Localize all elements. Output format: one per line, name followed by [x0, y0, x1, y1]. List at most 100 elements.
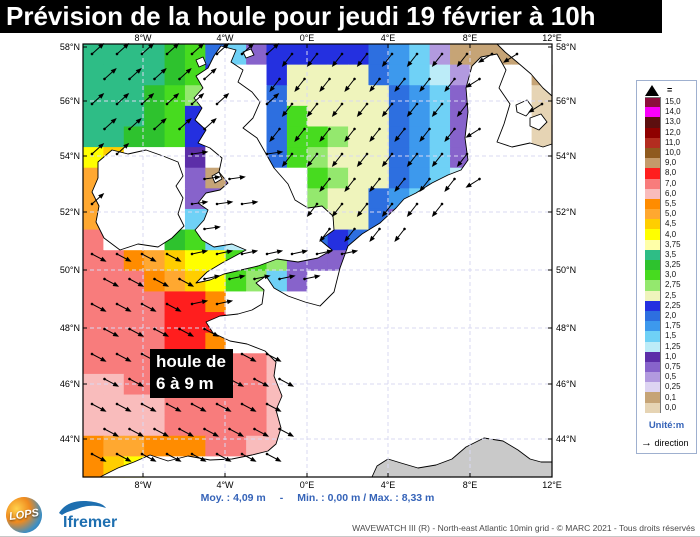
lat-label-left: 48°N — [59, 323, 80, 333]
field-cell — [103, 85, 125, 107]
field-cell — [348, 105, 370, 128]
field-cell — [286, 147, 308, 169]
field-cell — [103, 332, 125, 354]
direction-arrow — [153, 327, 170, 337]
direction-arrow — [356, 202, 369, 218]
direction-arrow — [103, 117, 117, 131]
direction-arrow — [331, 102, 344, 118]
field-cell — [144, 435, 166, 457]
direction-arrow — [103, 327, 120, 337]
field-cell — [348, 147, 370, 169]
direction-arrow — [240, 452, 257, 462]
legend-swatch — [645, 260, 661, 271]
field-cell — [307, 64, 329, 86]
legend-entry: 14,0 — [637, 107, 696, 118]
legend-value: 1,5 — [665, 331, 677, 341]
field-cell — [103, 250, 125, 272]
legend-value: 4,0 — [665, 229, 677, 239]
lon-label-bottom: 4°E — [380, 480, 396, 490]
direction-arrow — [394, 127, 406, 143]
field-cell — [368, 64, 390, 86]
direction-arrow — [369, 77, 381, 93]
field-cell — [368, 188, 390, 210]
direction-arrow — [228, 274, 246, 281]
field-cell — [429, 105, 451, 128]
direction-arrow — [265, 92, 280, 106]
field-cell — [266, 64, 288, 86]
field-cell — [429, 64, 451, 86]
direction-arrow — [215, 452, 232, 462]
field-cell — [164, 332, 186, 354]
direction-arrow — [306, 152, 319, 168]
legend-value: 7,0 — [665, 178, 677, 188]
field-cell — [225, 291, 247, 313]
field-cell — [83, 291, 104, 313]
legend-value: 1,0 — [665, 351, 677, 361]
direction-arrow — [306, 102, 319, 118]
legend-swatch — [645, 147, 661, 159]
direction-arrow — [140, 92, 155, 106]
legend-value: 15,0 — [665, 97, 681, 107]
field-cell — [123, 291, 145, 313]
field-cell — [246, 435, 268, 457]
legend-entry: 3,75 — [637, 239, 696, 250]
direction-arrow — [431, 202, 444, 218]
direction-arrow — [319, 127, 331, 143]
legend-swatch — [645, 331, 661, 342]
direction-arrow — [103, 277, 120, 287]
direction-arrow — [203, 427, 220, 437]
direction-arrow — [406, 202, 419, 218]
field-cell — [103, 105, 125, 128]
field-cell — [368, 126, 390, 148]
field-cell — [409, 167, 431, 189]
legend-panel: = 15,0 14,0 13,0 12,0 11,0 10,0 9,0 8,0 7,0 6,0 5,… — [636, 80, 697, 454]
field-cell — [368, 44, 390, 66]
direction-arrow — [465, 127, 481, 138]
field-cell — [83, 126, 104, 148]
field-cell — [327, 64, 349, 86]
direction-arrow — [165, 452, 182, 462]
direction-arrow — [381, 102, 394, 118]
direction-arrow — [269, 127, 281, 143]
legend-swatch — [645, 188, 661, 199]
field-cell — [83, 415, 104, 437]
field-cell — [409, 147, 431, 169]
lat-label-left: 50°N — [59, 265, 80, 275]
stat-separator: - — [279, 492, 284, 504]
direction-arrow — [431, 152, 444, 168]
direction-arrow — [140, 302, 157, 312]
legend-value: 9,0 — [665, 158, 677, 168]
direction-arrow — [444, 127, 456, 143]
lon-label-top: 4°E — [380, 33, 396, 43]
legend-swatch — [645, 392, 661, 403]
direction-arrow — [165, 302, 182, 312]
lon-label-bottom: 8°E — [462, 480, 478, 490]
field-cell — [205, 291, 227, 313]
legend-value: 4,5 — [665, 219, 677, 229]
legend-entry: 6,0 — [637, 188, 696, 199]
field-cell — [123, 250, 145, 272]
legend-direction-label: direction — [654, 437, 689, 448]
direction-arrow — [190, 452, 207, 462]
direction-arrow — [419, 77, 431, 93]
direction-arrow — [165, 252, 182, 262]
legend-entry: 8,0 — [637, 168, 696, 179]
legend-entry: 10,0 — [637, 147, 696, 159]
direction-arrow — [503, 52, 519, 63]
direction-arrow — [240, 249, 259, 256]
legend-swatch — [645, 168, 661, 179]
field-cell — [327, 105, 349, 128]
ifremer-wave-icon — [59, 501, 106, 515]
legend-direction-row: → direction — [641, 437, 696, 449]
ifremer-logo-text: Ifremer — [63, 514, 118, 531]
direction-arrow — [203, 67, 217, 81]
legend-entry: 1,75 — [637, 321, 696, 332]
lat-label-right: 52°N — [556, 207, 577, 217]
direction-arrow — [90, 92, 105, 106]
direction-arrow — [431, 102, 444, 118]
field-cell — [511, 126, 533, 148]
direction-arrow — [419, 127, 431, 143]
direction-arrow — [340, 249, 359, 256]
